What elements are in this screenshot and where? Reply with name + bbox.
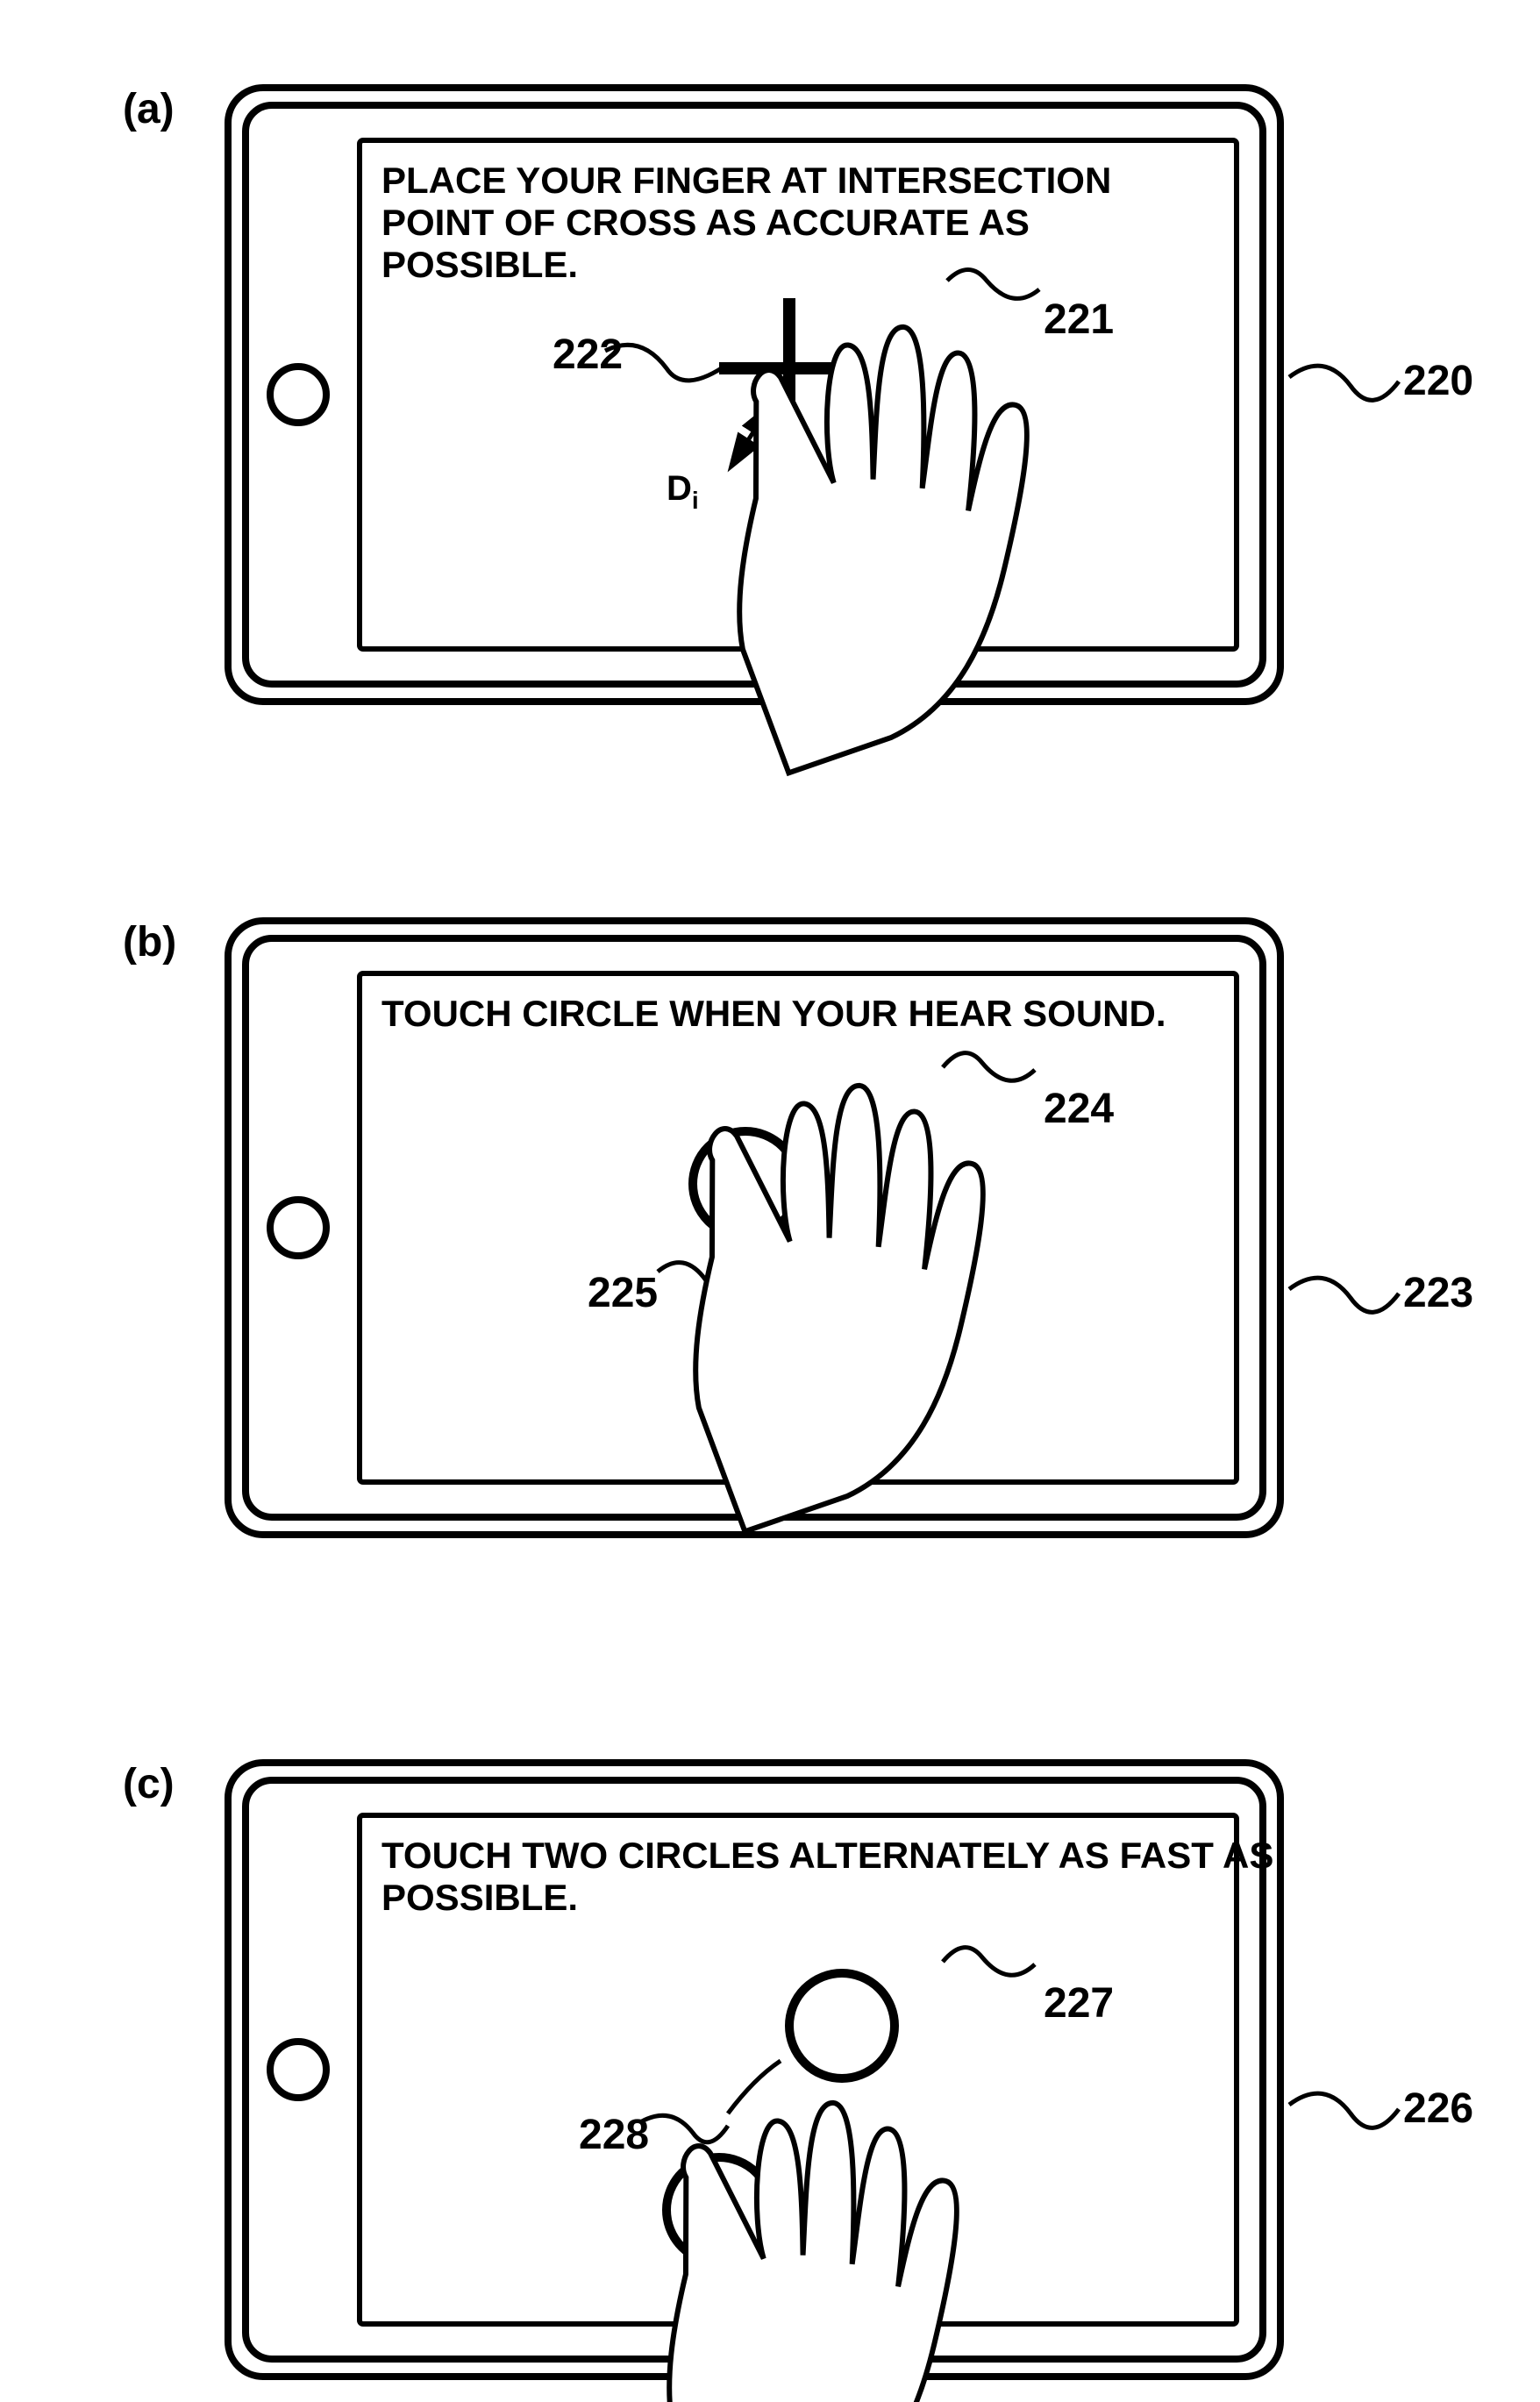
lead-220 — [1289, 366, 1399, 400]
lead-226 — [1289, 2093, 1399, 2128]
screen-c-instruction: TOUCH TWO CIRCLES ALTERNATELY AS FAST AS… — [381, 1835, 1284, 1918]
hand-a — [715, 317, 1054, 775]
figure-svg: (a) PLACE YOUR FINGER AT INTERSECTION PO… — [0, 0, 1540, 2402]
circle-target-c-top[interactable] — [789, 1973, 895, 2078]
lead-223 — [1289, 1278, 1399, 1312]
ref-220: 220 — [1403, 358, 1473, 404]
tablet-a: PLACE YOUR FINGER AT INTERSECTION POINT … — [228, 88, 1280, 776]
panel-c-label: (c) — [123, 1761, 175, 1807]
tablet-c: TOUCH TWO CIRCLES ALTERNATELY AS FAST AS… — [228, 1763, 1284, 2402]
panel-a: (a) PLACE YOUR FINGER AT INTERSECTION PO… — [123, 86, 1473, 776]
ref-227: 227 — [1044, 1980, 1114, 2027]
lead-228b — [728, 2061, 781, 2113]
lead-224 — [943, 1053, 1035, 1081]
panel-b: (b) TOUCH CIRCLE WHEN YOUR HEAR SOUND. 2… — [123, 919, 1473, 1535]
ref-225: 225 — [588, 1270, 658, 1316]
ref-221: 221 — [1044, 296, 1114, 343]
screen-b-instruction: TOUCH CIRCLE WHEN YOUR HEAR SOUND. — [381, 993, 1166, 1034]
panel-a-label: (a) — [123, 86, 175, 132]
lead-228 — [640, 2115, 728, 2142]
di-label: Di — [667, 469, 699, 514]
tablet-b: TOUCH CIRCLE WHEN YOUR HEAR SOUND. 225 2… — [228, 921, 1280, 1535]
hand-b — [671, 1075, 1010, 1534]
ref-223: 223 — [1403, 1270, 1473, 1316]
screen-a-instruction: PLACE YOUR FINGER AT INTERSECTION POINT … — [381, 160, 1122, 285]
ref-222: 222 — [553, 331, 623, 378]
lead-227 — [943, 1948, 1035, 1976]
panel-c: (c) TOUCH TWO CIRCLES ALTERNATELY AS FAS… — [123, 1761, 1473, 2402]
panel-b-label: (b) — [123, 919, 176, 966]
ref-224: 224 — [1044, 1086, 1114, 1132]
lead-221 — [947, 270, 1039, 299]
ref-226: 226 — [1403, 2085, 1473, 2132]
lead-222 — [605, 345, 728, 381]
ref-228: 228 — [579, 2112, 649, 2158]
